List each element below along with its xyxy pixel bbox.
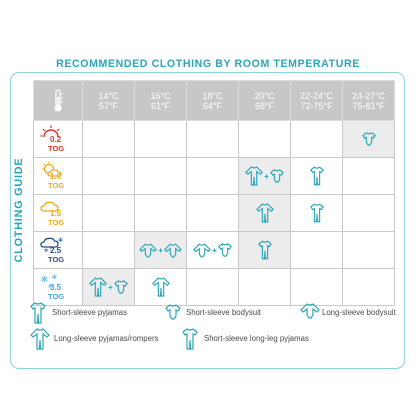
long-sleeve-pyjamas-icon [255,203,274,223]
grid-cell: + [134,231,187,269]
page-title: RECOMMENDED CLOTHING BY ROOM TEMPERATURE [56,58,360,70]
long-sleeve-bodysuit-icon [300,303,320,319]
short-sleeve-bodysuit-icon [217,242,232,258]
legend-label-0: Short-sleeve pyjamas [52,308,127,317]
grid-cell: + [82,268,135,306]
svg-text:✻: ✻ [44,248,48,252]
grid-cell: + [238,157,291,195]
grid-cell [342,231,395,269]
tog-row: 1.5 TOG [33,194,395,232]
short-sleeve-bodysuit-icon [361,131,376,147]
plus-sign: + [264,171,269,181]
short-sleeve-bodysuit-icon [269,168,284,184]
tog-value: 2.5 [50,246,62,255]
tog-unit: TOG [48,218,65,227]
svg-text:✻: ✻ [41,275,48,284]
tog-label-cell: 1.5 TOG [33,194,83,232]
short-sleeve-bodysuit-icon [113,279,128,295]
grid-cell [134,157,187,195]
plus-sign: + [158,245,163,255]
cloud-icon [40,201,59,212]
col-head-0: 14°C 57°F [82,80,135,121]
grid-cell [82,120,135,158]
short-sleeve-long-leg-pyjamas-icon [257,240,272,260]
long-sleeve-pyjamas-icon [245,166,264,186]
long-sleeve-bodysuit-icon [193,242,212,258]
tog-value: 1.5 [50,209,62,218]
grid-cell [238,120,291,158]
col-head-2: 18°C 64°F [186,80,239,121]
svg-text:✻: ✻ [48,284,52,289]
guide-frame [10,72,405,369]
tog-row: ✻ ✻ 2.5 TOG + + [33,231,395,269]
sun-icon [40,125,60,138]
grid-cell [186,268,239,306]
partly-cloudy-icon [42,162,62,177]
legend-label-1: Short-sleeve bodysuit [186,308,261,317]
short-sleeve-long-leg-pyjamas-icon [309,166,324,186]
legend-label-3: Long-sleeve pyjamas/rompers [54,334,159,343]
col-head-1: 16°C 61°F [134,80,187,121]
tog-unit: TOG [48,181,65,190]
grid-cell [186,120,239,158]
snowflake-icon: ✻ ✻✻ [41,274,57,289]
thermometer-icon [54,88,63,112]
grid-cell [238,268,291,306]
legend-label-2: Long-sleeve bodysuit [322,308,396,317]
tog-label-cell: 1.0 TOG [33,157,83,195]
clothing-table: 14°C 57°F 16°C 61°F 18°C 64°F 20°C 68°F 22-2… [33,80,395,306]
col-head-3: 20°C 68°F [238,80,291,121]
legend-label-4: Short-sleeve long-leg pyjamas [204,334,309,343]
tog-label-cell: ✻ ✻ 2.5 TOG [33,231,83,269]
short-sleeve-bodysuit-icon [165,304,181,320]
short-sleeve-long-leg-pyjamas-icon [182,328,198,350]
tog-label-cell: ✻ ✻ ✻ 3.5 TOG [33,268,83,306]
header-row: 14°C 57°F 16°C 61°F 18°C 64°F 20°C 68°F 22-2… [33,80,395,121]
col-head-4: 22-24°C 72-75°F [290,80,343,121]
grid-cell [342,194,395,232]
tog-unit: TOG [48,144,65,153]
grid-cell [238,194,291,232]
col-head-5: 24-27°C 75-81°F [342,80,395,121]
long-sleeve-pyjamas-icon [30,328,50,350]
tog-value: 3.5 [50,283,62,292]
plus-sign: + [108,282,113,292]
long-sleeve-bodysuit-icon [139,242,158,258]
short-sleeve-long-leg-pyjamas-icon [309,203,324,223]
svg-text:✻: ✻ [52,274,57,281]
tog-value: 0.2 [50,135,62,144]
grid-cell [134,268,187,306]
thermometer-cell [33,80,83,121]
svg-text:✻: ✻ [58,237,63,244]
short-sleeve-pyjamas-icon [30,302,46,324]
grid-cell [238,231,291,269]
tog-unit: TOG [48,292,65,301]
grid-cell [290,268,343,306]
grid-cell: + [186,231,239,269]
tog-unit: TOG [48,255,65,264]
plus-sign: + [212,245,217,255]
long-sleeve-pyjamas-icon [151,277,170,297]
tog-value: 1.0 [50,172,62,181]
grid-cell [342,157,395,195]
long-sleeve-pyjamas-icon [89,277,108,297]
long-sleeve-bodysuit-icon [163,242,182,258]
snow-cloud-icon: ✻✻ [40,237,63,252]
grid-cell [342,268,395,306]
tog-row: ✻ ✻ ✻ 3.5 TOG + [33,268,395,306]
